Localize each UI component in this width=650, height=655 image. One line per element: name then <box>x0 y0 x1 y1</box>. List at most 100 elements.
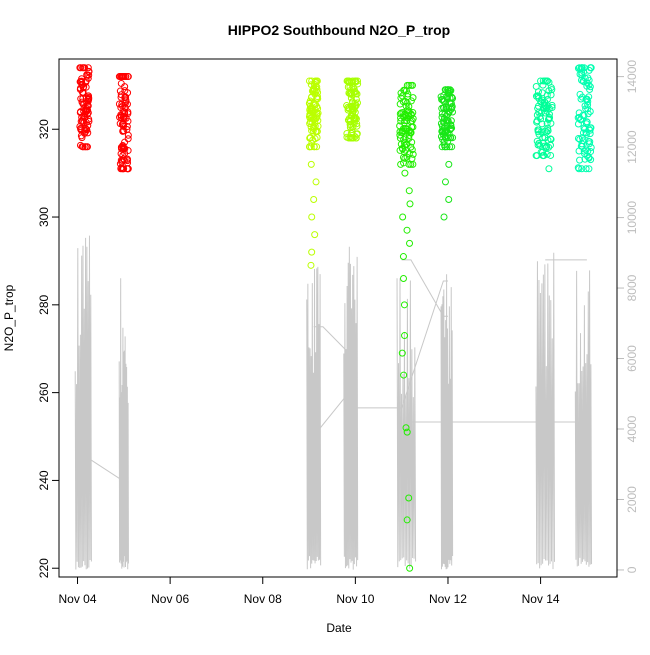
data-point <box>445 160 453 168</box>
altitude-profile-line <box>343 246 359 570</box>
data-point <box>117 104 125 112</box>
data-point <box>306 105 314 113</box>
data-point <box>404 90 412 98</box>
data-point <box>543 96 551 104</box>
altitude-connector-line <box>81 421 125 493</box>
data-point <box>119 127 127 135</box>
data-point <box>314 89 322 97</box>
altitude-profile-line <box>118 278 129 570</box>
data-point <box>310 195 318 203</box>
data-point <box>403 226 411 234</box>
data-point <box>545 104 553 112</box>
data-point <box>396 131 404 139</box>
data-point <box>403 99 411 107</box>
data-point <box>306 118 314 126</box>
data-point <box>585 153 593 161</box>
data-point <box>310 99 318 107</box>
data-point <box>308 248 316 256</box>
data-point <box>314 122 322 130</box>
data-point <box>346 116 354 124</box>
data-point <box>584 110 592 118</box>
data-point <box>443 94 451 102</box>
altitude-connector-line <box>313 326 356 356</box>
data-point <box>409 94 417 102</box>
y2-tick-label: 6000 <box>625 345 639 372</box>
y2-tick-label: 12000 <box>625 130 639 164</box>
data-point <box>83 126 91 134</box>
plot-frame <box>58 58 618 578</box>
data-point <box>78 75 86 83</box>
data-point <box>543 128 551 136</box>
data-point <box>580 112 588 120</box>
data-point <box>577 64 585 72</box>
data-point <box>578 134 586 142</box>
data-point <box>441 178 449 186</box>
data-point <box>535 126 543 134</box>
data-point <box>541 77 549 85</box>
y2-tick-label: 4000 <box>625 415 639 442</box>
data-point <box>443 122 451 130</box>
data-point <box>80 83 88 91</box>
altitude-profile-line <box>535 252 555 570</box>
data-point <box>544 127 552 135</box>
data-point <box>345 89 353 97</box>
data-point <box>580 78 588 86</box>
data-point <box>574 164 582 172</box>
altitude-profile-line <box>396 278 417 569</box>
data-point <box>438 143 446 151</box>
y2-tick-label: 8000 <box>625 274 639 301</box>
data-point <box>401 169 409 177</box>
data-point <box>306 134 314 142</box>
data-point <box>348 112 356 120</box>
data-point <box>535 130 543 138</box>
data-point <box>544 77 552 85</box>
x-tick-label: Nov 10 <box>336 592 374 606</box>
data-point <box>401 134 409 142</box>
altitude-connector-line <box>355 280 448 409</box>
data-point <box>307 261 315 269</box>
data-point <box>84 97 92 105</box>
data-point <box>532 152 540 160</box>
data-point <box>399 274 407 282</box>
data-point <box>582 165 590 173</box>
x-tick-label: Nov 04 <box>59 592 97 606</box>
y2-tick-label: 0 <box>625 566 639 573</box>
data-point <box>81 64 89 72</box>
data-point <box>575 165 583 173</box>
data-point <box>586 130 594 138</box>
data-point <box>121 83 129 91</box>
data-point <box>79 143 87 151</box>
data-point <box>408 138 416 146</box>
data-point <box>407 81 415 89</box>
data-point <box>124 165 132 173</box>
data-point <box>409 150 417 158</box>
data-point <box>119 151 127 159</box>
data-point <box>582 129 590 137</box>
data-point <box>115 100 123 108</box>
data-point <box>534 92 542 100</box>
data-point <box>545 165 553 173</box>
data-point <box>82 83 90 91</box>
data-point <box>84 122 92 130</box>
data-point <box>307 160 315 168</box>
data-point <box>78 113 86 121</box>
data-point <box>79 117 87 125</box>
data-point <box>403 516 411 524</box>
x-tick-label: Nov 12 <box>429 592 467 606</box>
data-point <box>123 100 131 108</box>
data-point <box>313 143 321 151</box>
data-point <box>533 118 541 126</box>
data-point <box>308 93 316 101</box>
data-point <box>438 126 446 134</box>
chart-title: HIPPO2 Southbound N2O_P_trop <box>228 22 450 38</box>
data-point <box>348 128 356 136</box>
data-point <box>585 140 593 148</box>
data-point <box>83 143 91 151</box>
altitude-connector-line <box>308 389 356 447</box>
data-point <box>575 64 583 72</box>
data-point <box>578 165 586 173</box>
data-point <box>77 64 85 72</box>
data-point <box>402 424 410 432</box>
data-point <box>576 90 584 98</box>
